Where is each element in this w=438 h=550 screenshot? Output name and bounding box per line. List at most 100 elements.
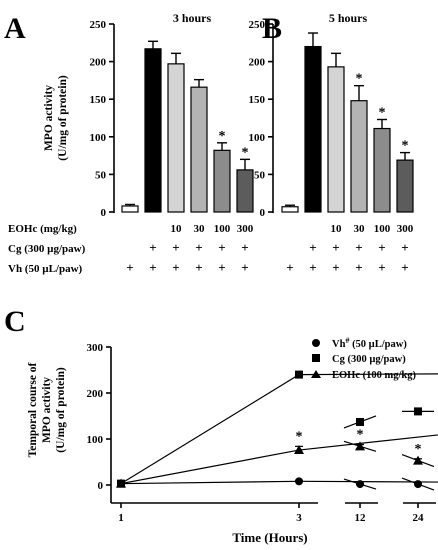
panel-c-point-eohc — [413, 455, 423, 465]
panel-b-significance-star: * — [379, 106, 386, 121]
panel-a-title: 3 hours — [173, 11, 212, 25]
treatment-mark: 100 — [214, 223, 231, 235]
panel-a-bar — [190, 86, 208, 213]
panel-a-ylabel-line1: MPO activity — [43, 85, 55, 151]
panel-a-bar — [167, 63, 185, 213]
panel-a-bar — [236, 169, 254, 213]
treatment-mark: + — [172, 260, 179, 275]
treatment-mark: + — [241, 240, 248, 255]
treatment-mark: 10 — [171, 223, 183, 235]
treatment-mark: 100 — [374, 223, 391, 235]
panel-c-ylabel-line2: MPO activity — [41, 377, 53, 443]
treatment-mark: + — [378, 260, 385, 275]
panel-a-bar — [213, 149, 231, 213]
treatment-mark: + — [149, 240, 156, 255]
panel-a-ytick-label: 0 — [101, 207, 107, 219]
panel-a-bar — [121, 205, 139, 213]
panel-b-ytick-label: 250 — [249, 19, 266, 31]
panel-c-series-line-vh — [120, 480, 438, 485]
panel-b-significance-star: * — [356, 72, 363, 87]
panel-letter-b: B — [262, 12, 282, 45]
panel-b-title: 5 hours — [329, 11, 368, 25]
panel-c-series-line-eohc — [120, 434, 438, 485]
treatment-mark: 30 — [354, 223, 366, 235]
panel-a-ytick-label: 250 — [90, 19, 107, 31]
treatment-mark: + — [286, 260, 293, 275]
row-label-cg: Cg (300 µg/paw) — [8, 243, 86, 255]
panel-c-xlabel: Time (Hours) — [232, 530, 307, 545]
treatment-mark: + — [378, 240, 385, 255]
panel-c-point-vh — [414, 480, 422, 489]
treatment-mark: + — [241, 260, 248, 275]
panel-a-ytick-label: 150 — [90, 94, 107, 106]
treatment-mark: 10 — [331, 223, 343, 235]
treatment-mark: + — [355, 260, 362, 275]
legend-eohc-label: EOHc (100 mg/kg) — [332, 370, 416, 381]
panel-c-point-cg — [295, 370, 303, 379]
panel-b-ytick-label: 200 — [249, 57, 266, 69]
panel-b-ytick-label: 0 — [260, 207, 266, 219]
legend-vh-label: Vh# (50 µL/paw) — [332, 336, 407, 350]
legend-cg-square-marker — [312, 354, 320, 362]
panel-b-ytick-label: 100 — [249, 132, 266, 144]
legend-vh-circle-marker — [312, 339, 320, 347]
panel-c-point-eohc — [294, 445, 304, 455]
panel-a-ylabel-line2: (U/mg of protein) — [57, 75, 69, 161]
panel-c-ytick-label: 100 — [87, 434, 104, 446]
panel-c-significance-star: * — [357, 428, 364, 443]
panel-b-ytick-label: 150 — [249, 94, 266, 106]
treatment-mark: + — [172, 240, 179, 255]
row-label-eohc: EOHc (mg/kg) — [8, 223, 77, 235]
treatment-mark: + — [126, 260, 133, 275]
treatment-mark: 300 — [397, 223, 414, 235]
panel-c-significance-star: * — [296, 429, 303, 444]
panel-c-ytick-label: 300 — [87, 342, 104, 354]
row-label-vh: Vh (50 µL/paw) — [8, 263, 83, 275]
panel-b-bar — [304, 45, 322, 213]
panel-letter-a: A — [4, 12, 26, 45]
panel-c-ytick-label: 0 — [98, 480, 104, 492]
panel-c-ylabel-line3: (U/mg of protein) — [55, 367, 67, 453]
treatment-mark: + — [401, 240, 408, 255]
panel-c-significance-star: * — [415, 442, 422, 457]
treatment-mark: + — [355, 240, 362, 255]
panel-c-ylabel-line1: Temporal course of — [27, 362, 39, 457]
panel-b-bar — [327, 66, 345, 213]
treatment-mark: + — [218, 260, 225, 275]
treatment-mark: + — [309, 260, 316, 275]
panel-a-significance-star: * — [242, 145, 249, 160]
treatment-mark: + — [401, 260, 408, 275]
panel-c-xtick-label: 1 — [118, 512, 124, 524]
treatment-mark: + — [195, 240, 202, 255]
panel-b-bar — [281, 206, 299, 213]
panel-b-bar — [373, 127, 391, 213]
panel-c-xtick-label: 3 — [296, 512, 302, 524]
panel-c-point-vh — [295, 477, 303, 486]
panel-a-significance-star: * — [219, 129, 226, 144]
treatment-mark: + — [332, 260, 339, 275]
panel-c-point-eohc — [116, 478, 126, 488]
treatment-mark: + — [309, 240, 316, 255]
treatment-mark: + — [332, 240, 339, 255]
treatment-mark: + — [195, 260, 202, 275]
treatment-mark: + — [149, 260, 156, 275]
panel-c-point-eohc — [355, 441, 365, 451]
panel-a-ytick-label: 200 — [90, 57, 107, 69]
panel-c-point-cg — [356, 417, 364, 426]
treatment-mark: + — [218, 240, 225, 255]
panel-letter-c: C — [4, 305, 26, 338]
panel-b-ytick-label: 50 — [254, 169, 266, 181]
panel-a-ytick-label: 50 — [95, 169, 107, 181]
panel-b-bar — [396, 159, 414, 213]
panel-c-point-vh — [356, 480, 364, 489]
panel-c-series-line-cg — [120, 373, 438, 485]
treatment-mark: 30 — [194, 223, 206, 235]
panel-c-ytick-label: 200 — [87, 388, 104, 400]
treatment-mark: 300 — [237, 223, 254, 235]
panel-b-significance-star: * — [402, 139, 409, 154]
panel-c-xtick-label: 24 — [413, 512, 425, 524]
panel-a-ytick-label: 100 — [90, 132, 107, 144]
panel-b-bar — [350, 100, 368, 213]
panel-a-bar — [144, 48, 162, 213]
